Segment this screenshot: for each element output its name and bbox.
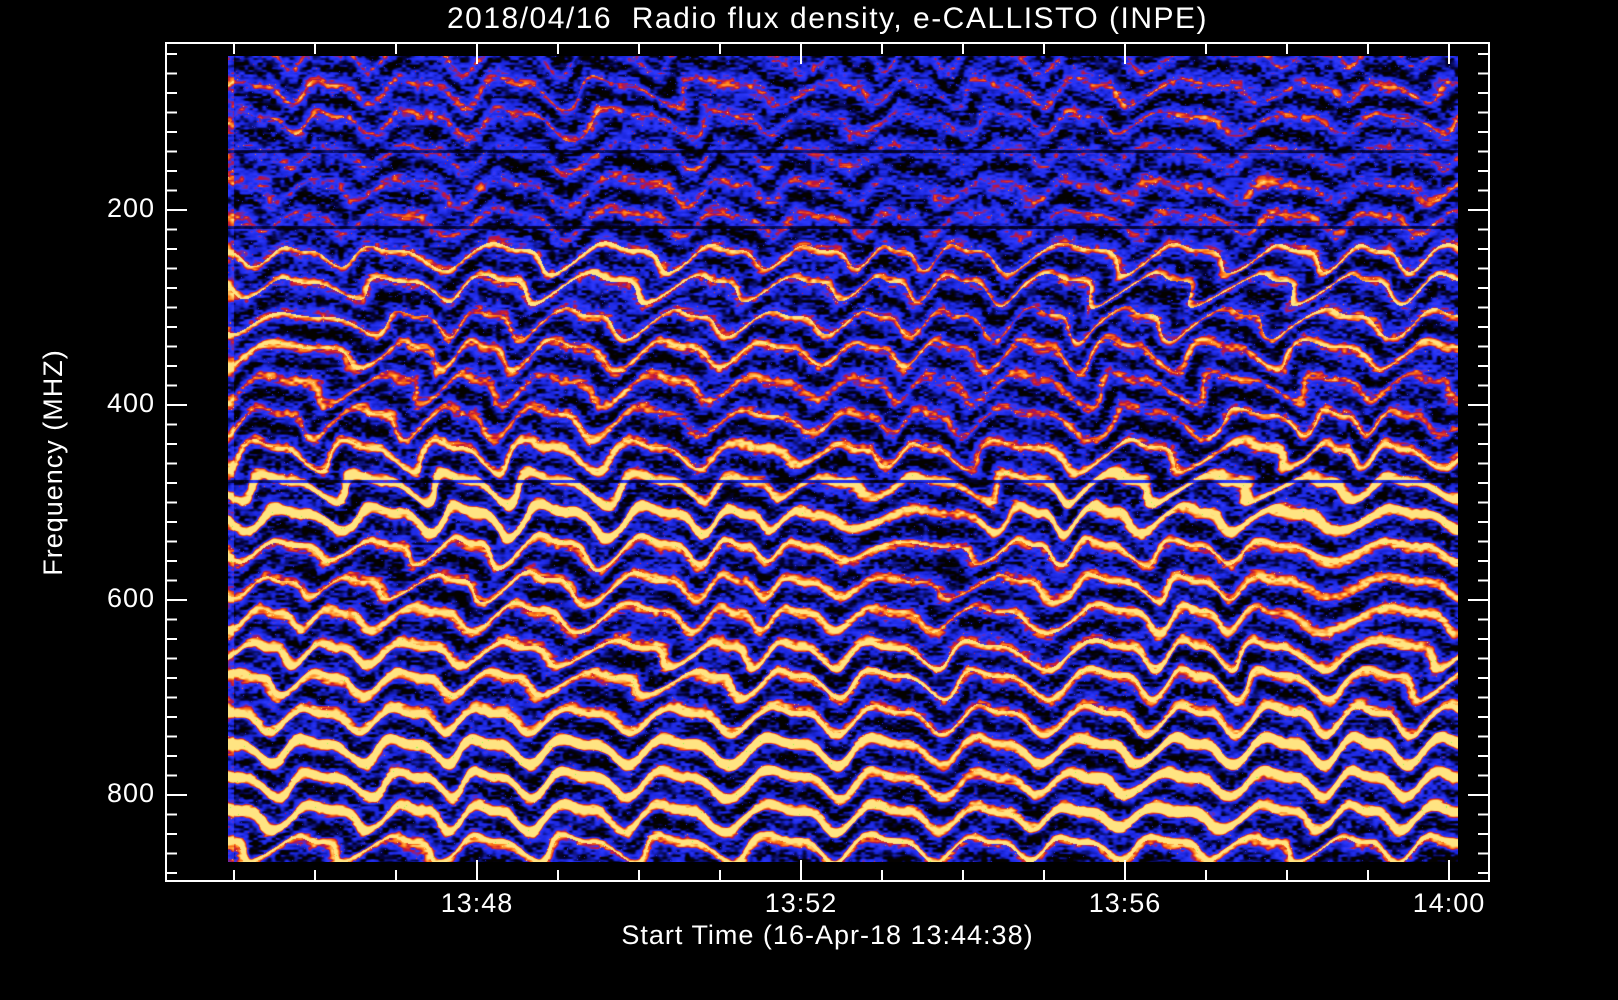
x-tick-label: 13:52	[764, 888, 838, 918]
y-tick-label: 400	[106, 388, 155, 418]
y-tick-label: 200	[106, 193, 155, 223]
x-tick-label: 13:48	[440, 888, 514, 918]
x-tick-label: 14:00	[1412, 888, 1486, 918]
y-tick-label: 800	[106, 778, 155, 808]
plot-frame	[165, 42, 1490, 882]
chart-title: 2018/04/16 Radio flux density, e-CALLIST…	[446, 2, 1209, 35]
x-axis-label: Start Time (16-Apr-18 13:44:38)	[621, 920, 1034, 950]
x-tick-label: 13:56	[1088, 888, 1162, 918]
y-axis-label: Frequency (MHZ)	[37, 348, 68, 576]
y-axis-label-container: Frequency (MHZ)	[30, 42, 76, 882]
axes-ticks	[167, 44, 1488, 880]
y-tick-label: 600	[106, 583, 155, 613]
spectrogram-canvas	[228, 56, 1458, 862]
